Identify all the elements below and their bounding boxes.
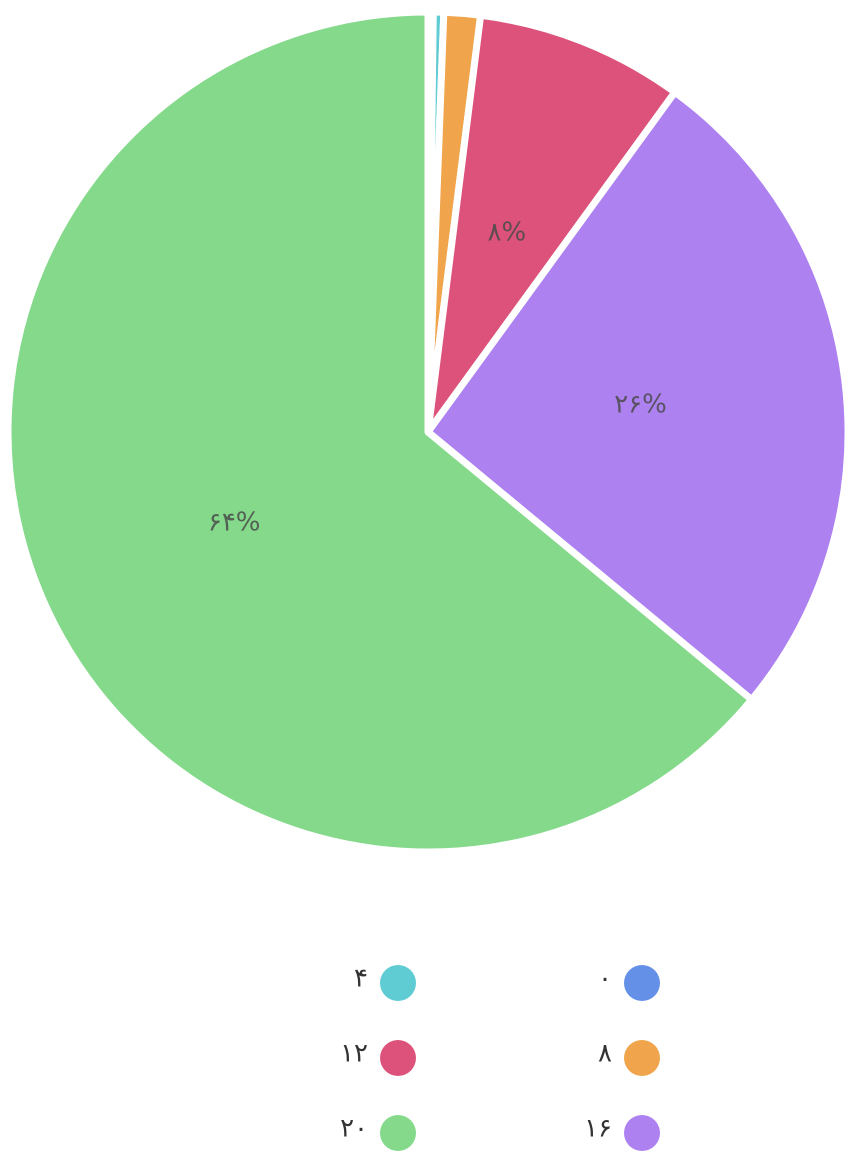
legend-label: ۴ bbox=[354, 964, 368, 994]
pie-slice bbox=[424, 11, 679, 436]
legend-label: ۲۰ bbox=[340, 1114, 368, 1144]
legend-label: ۸ bbox=[598, 1039, 612, 1069]
legend-swatch bbox=[624, 1040, 660, 1076]
legend-swatch bbox=[380, 965, 416, 1001]
legend-swatch bbox=[624, 965, 660, 1001]
legend-swatch bbox=[380, 1115, 416, 1151]
legend-label: ۰ bbox=[598, 964, 612, 994]
slice-label: ۸% bbox=[488, 217, 527, 247]
legend-label: ۱۲ bbox=[340, 1039, 368, 1069]
legend-swatch bbox=[624, 1115, 660, 1151]
slice-label: ۲۶% bbox=[614, 390, 667, 420]
pie-slice bbox=[424, 88, 852, 704]
legend-label: ۱۶ bbox=[584, 1114, 612, 1144]
legend-swatch bbox=[380, 1040, 416, 1076]
slice-label: ۶۴% bbox=[208, 508, 261, 538]
pie-slice bbox=[4, 8, 756, 856]
